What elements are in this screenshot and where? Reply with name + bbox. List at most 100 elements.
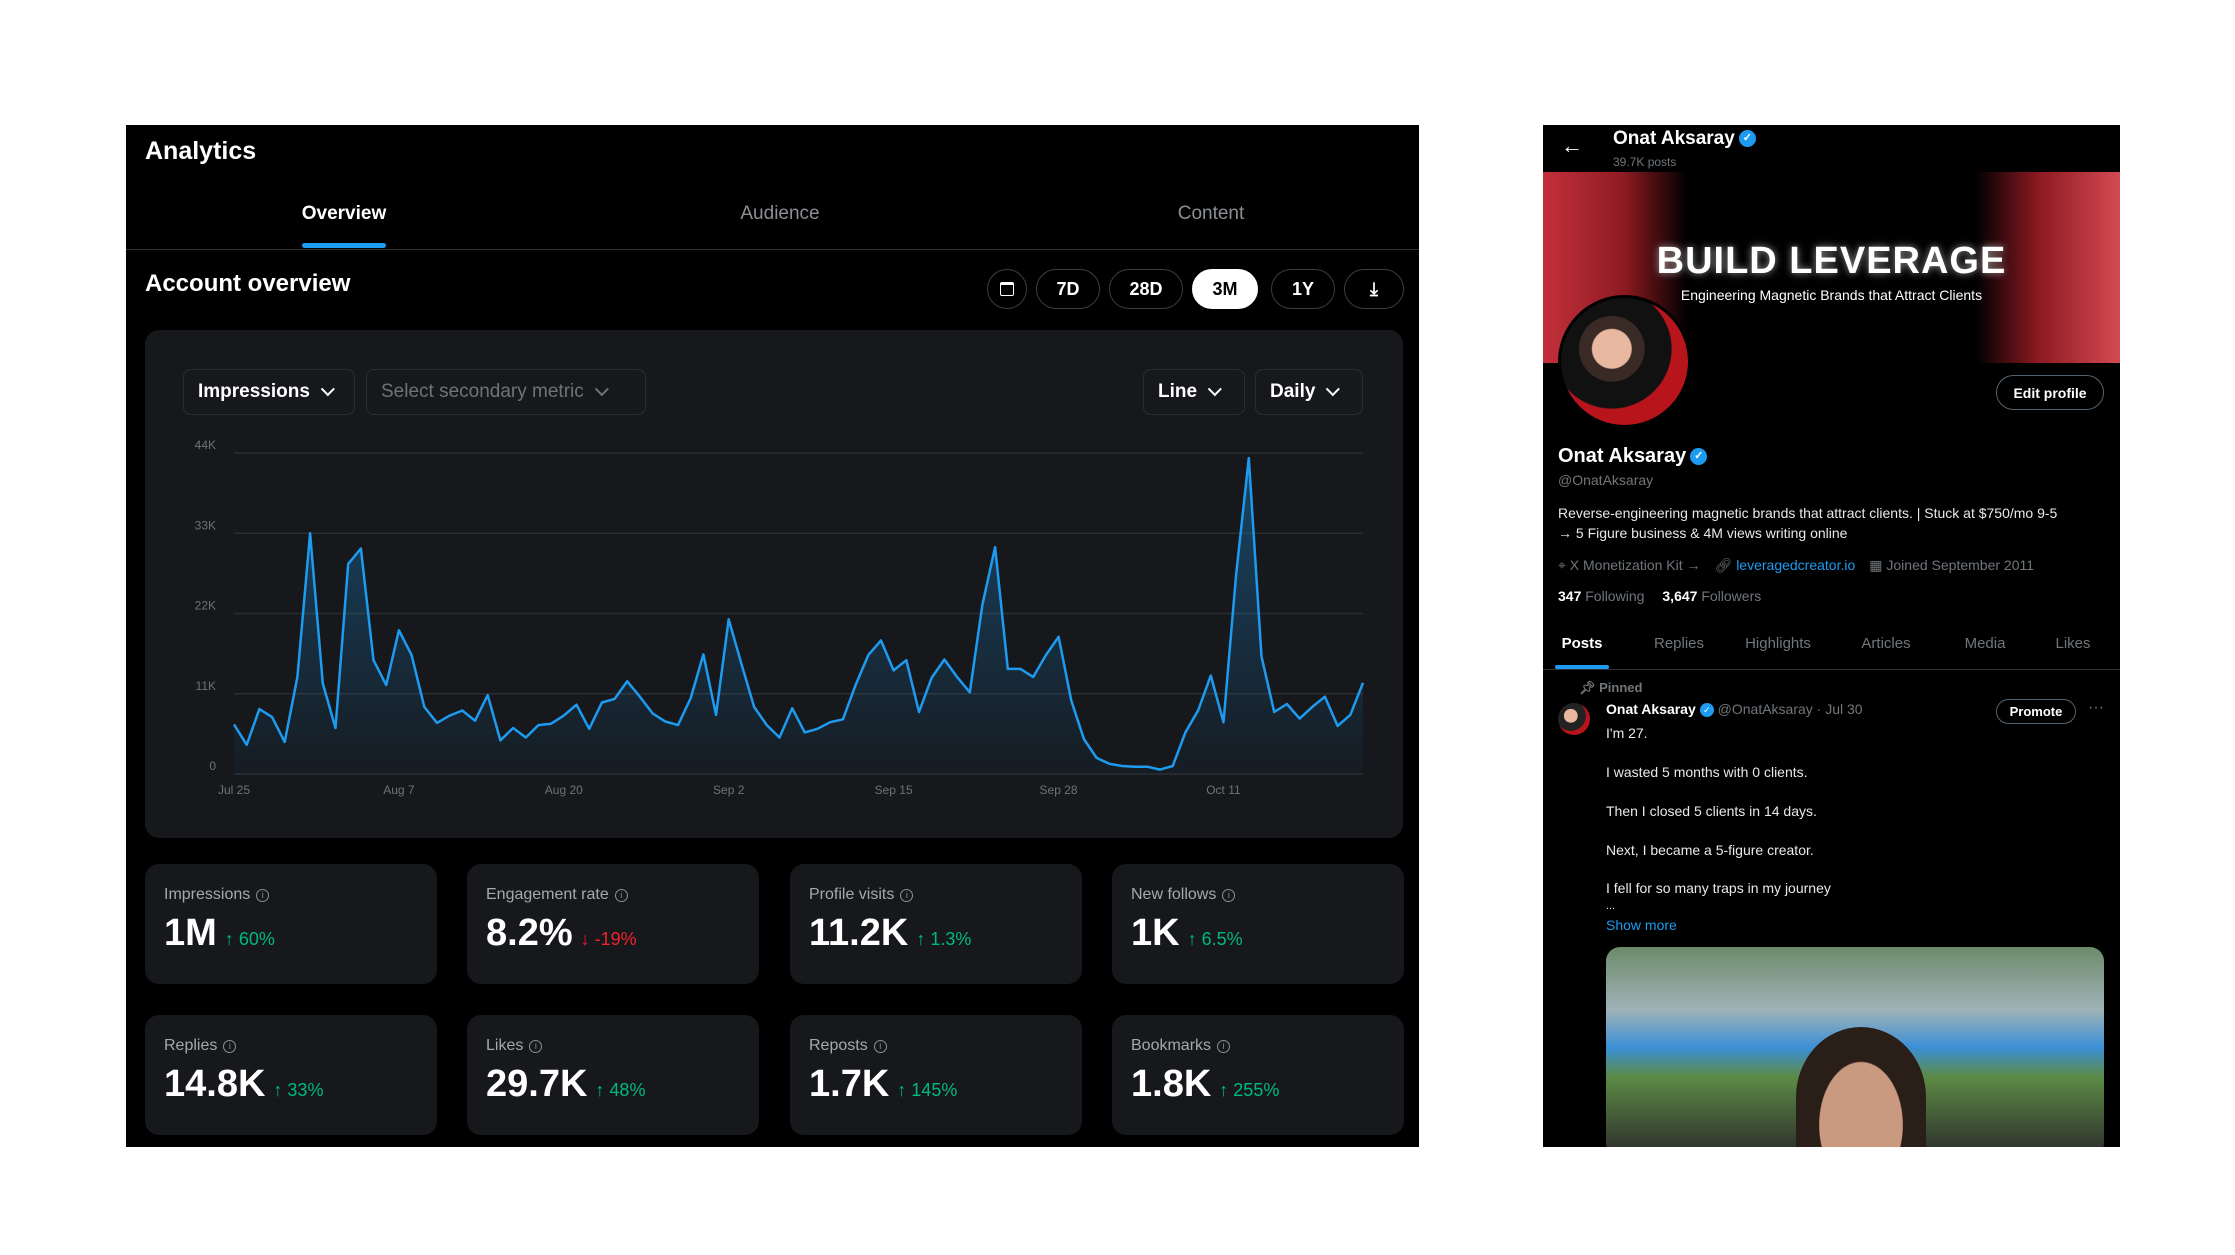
stat-card-likes[interactable]: Likes i 29.7K ↑ 48% — [467, 1015, 759, 1135]
promote-button[interactable]: Promote — [1996, 699, 2076, 724]
bio-line-2: → 5 Figure business & 4M views writing o… — [1558, 525, 1848, 541]
tab-media[interactable]: Media — [1964, 635, 2006, 652]
x-tick-label: Sep 2 — [713, 783, 745, 797]
stat-card-bookmarks[interactable]: Bookmarks i 1.8K ↑ 255% — [1112, 1015, 1404, 1135]
info-icon[interactable]: i — [223, 1039, 237, 1053]
interval-dropdown[interactable]: Daily — [1255, 369, 1363, 415]
bio-line-1: Reverse-engineering magnetic brands that… — [1558, 505, 2058, 521]
stat-change: ↑ 33% — [273, 1080, 323, 1100]
stat-value-row: 29.7K ↑ 48% — [486, 1063, 645, 1106]
stat-label: Reposts i — [809, 1037, 887, 1055]
link-item: 🔗︎ leveragedcreator.io — [1715, 557, 1856, 574]
stat-label-text: Engagement rate — [486, 886, 609, 903]
range-1y-button[interactable]: 1Y — [1271, 269, 1335, 309]
download-icon: ⤓ — [1370, 278, 1378, 299]
primary-metric-dropdown[interactable]: Impressions — [183, 369, 355, 415]
stat-change: ↑ 6.5% — [1188, 929, 1243, 949]
download-button[interactable]: ⤓ — [1344, 269, 1404, 309]
arrow-up-icon: ↑ — [595, 1080, 605, 1100]
joined-item: ▦ Joined September 2011 — [1869, 557, 2034, 574]
section-title: Account overview — [145, 270, 351, 297]
stat-value-row: 1K ↑ 6.5% — [1131, 912, 1243, 955]
post-line: I wasted 5 months with 0 clients. — [1606, 764, 1808, 780]
profile-name-row: Onat Aksaray ✓ — [1558, 445, 1708, 468]
stat-value-row: 1.7K ↑ 145% — [809, 1063, 957, 1106]
y-tick-label: 44K — [195, 438, 216, 452]
stat-value: 1.7K — [809, 1063, 890, 1105]
stat-value-row: 14.8K ↑ 33% — [164, 1063, 323, 1106]
range-28d-button[interactable]: 28D — [1109, 269, 1183, 309]
follow-stats: 347 Following 3,647 Followers — [1558, 588, 1761, 604]
stat-change-value: 48% — [609, 1080, 646, 1100]
tab-audience[interactable]: Audience — [740, 203, 820, 224]
impressions-line — [232, 456, 1365, 771]
post-line: I'm 27. — [1606, 725, 1648, 741]
location-text[interactable]: X Monetization Kit → — [1569, 557, 1701, 573]
stat-card-reposts[interactable]: Reposts i 1.7K ↑ 145% — [790, 1015, 1082, 1135]
impressions-chart: 0 11K 22K 33K 44K Jul 25 Aug 7 Aug 20 Sep 2 Sep 1… — [195, 438, 1365, 797]
arrow-up-icon: ↑ — [916, 929, 926, 949]
tab-posts[interactable]: Posts — [1561, 635, 1603, 652]
divider — [126, 249, 1419, 250]
stat-label-text: Replies — [164, 1037, 218, 1054]
post-line: Then I closed 5 clients in 14 days. — [1606, 803, 1817, 819]
arrow-up-icon: ↑ — [273, 1080, 283, 1100]
profile-handle: @OnatAksaray — [1558, 472, 1654, 488]
stat-change: ↑ 255% — [1219, 1080, 1279, 1100]
primary-metric-label: Impressions — [198, 381, 310, 402]
tab-replies[interactable]: Replies — [1653, 635, 1705, 652]
secondary-metric-dropdown[interactable]: Select secondary metric — [366, 369, 646, 415]
profile-meta: ⌖ X Monetization Kit → 🔗︎ leveragedcreat… — [1558, 557, 2034, 574]
stat-value: 1K — [1131, 912, 1180, 954]
stat-card-replies[interactable]: Replies i 14.8K ↑ 33% — [145, 1015, 437, 1135]
tab-overview[interactable]: Overview — [301, 203, 387, 224]
info-icon[interactable]: i — [900, 888, 914, 902]
following-link[interactable]: 347 Following — [1558, 588, 1644, 604]
stat-card-engagement-rate[interactable]: Engagement rate i 8.2% ↓ -19% — [467, 864, 759, 984]
profile-name: Onat Aksaray — [1558, 445, 1687, 467]
stat-card-impressions[interactable]: Impressions i 1M ↑ 60% — [145, 864, 437, 984]
stat-label-text: New follows — [1131, 886, 1217, 903]
interval-label: Daily — [1270, 381, 1316, 402]
tab-content[interactable]: Content — [1177, 203, 1245, 224]
post-image[interactable] — [1606, 947, 2104, 1147]
y-tick-label: 33K — [195, 518, 216, 532]
post-author[interactable]: Onat Aksaray — [1606, 701, 1696, 717]
info-icon[interactable]: i — [873, 1039, 887, 1053]
followers-link[interactable]: 3,647 Followers — [1662, 588, 1761, 604]
info-icon[interactable]: i — [614, 888, 628, 902]
x-tick-label: Aug 7 — [383, 783, 415, 797]
website-link[interactable]: leveragedcreator.io — [1736, 557, 1856, 573]
stat-card-profile-visits[interactable]: Profile visits i 11.2K ↑ 1.3% — [790, 864, 1082, 984]
post-avatar[interactable] — [1558, 703, 1590, 735]
more-options-icon[interactable]: ··· — [2088, 699, 2104, 716]
range-3m-button[interactable]: 3M — [1192, 269, 1258, 309]
info-icon[interactable]: i — [256, 888, 270, 902]
stat-change-value: 145% — [911, 1080, 958, 1100]
stat-value: 1M — [164, 912, 217, 954]
tab-articles[interactable]: Articles — [1861, 635, 1911, 652]
banner-tagline: Engineering Magnetic Brands that Attract… — [1680, 287, 1983, 303]
stat-label: Bookmarks i — [1131, 1037, 1231, 1055]
edit-profile-button[interactable]: Edit profile — [1996, 375, 2104, 410]
tab-likes[interactable]: Likes — [2055, 635, 2091, 652]
calendar-button[interactable] — [987, 269, 1027, 309]
verified-badge-icon: ✓ — [1699, 703, 1714, 718]
range-7d-button[interactable]: 7D — [1036, 269, 1100, 309]
calendar-icon — [1000, 282, 1014, 296]
stat-change-value: 1.3% — [930, 929, 972, 949]
tab-highlights[interactable]: Highlights — [1745, 635, 1811, 652]
stat-card-new-follows[interactable]: New follows i 1K ↑ 6.5% — [1112, 864, 1404, 984]
stat-value: 14.8K — [164, 1063, 266, 1105]
stat-label-text: Impressions — [164, 886, 251, 903]
info-icon[interactable]: i — [529, 1039, 543, 1053]
avatar[interactable] — [1558, 295, 1691, 428]
stat-value-row: 1.8K ↑ 255% — [1131, 1063, 1279, 1106]
info-icon[interactable]: i — [1222, 888, 1236, 902]
info-icon[interactable]: i — [1217, 1039, 1231, 1053]
y-tick-label: 0 — [209, 759, 216, 773]
show-more-link[interactable]: Show more — [1606, 917, 1677, 933]
chart-type-dropdown[interactable]: Line — [1143, 369, 1245, 415]
back-arrow-icon[interactable]: ← — [1561, 133, 1583, 158]
following-label: Following — [1585, 588, 1645, 604]
